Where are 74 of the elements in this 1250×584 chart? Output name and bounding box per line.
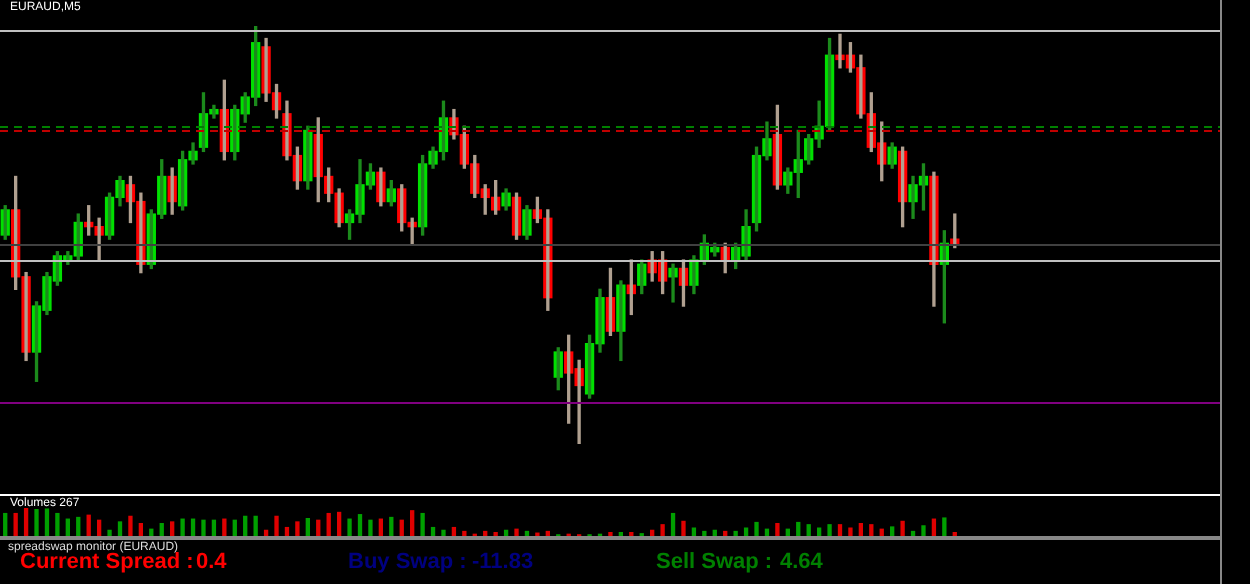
bar (13, 512, 18, 536)
bar (702, 530, 707, 536)
bar (670, 512, 676, 536)
bar (305, 517, 310, 536)
bar (65, 518, 70, 536)
bar (848, 527, 853, 536)
bar (274, 515, 279, 536)
bar (524, 530, 530, 536)
text: 0.4 (196, 550, 227, 574)
bar (190, 518, 196, 536)
text: Sell Swap : (656, 550, 773, 574)
bar (170, 521, 175, 536)
bar (545, 530, 550, 536)
text: Buy Swap : (348, 550, 467, 574)
bar (347, 518, 352, 536)
bar (34, 509, 39, 536)
bar (107, 529, 112, 536)
bar (326, 512, 331, 536)
bar (180, 518, 185, 536)
bar (931, 518, 937, 536)
bar (357, 514, 363, 536)
bar (23, 508, 29, 536)
bar (754, 521, 759, 536)
bar (253, 515, 258, 536)
bar (483, 530, 488, 536)
bar (451, 526, 457, 536)
text: 4.64 (780, 550, 823, 574)
bar (660, 524, 665, 536)
bar (3, 512, 8, 536)
bar (441, 529, 446, 536)
bar (284, 526, 290, 536)
bar (368, 519, 373, 536)
bar (222, 518, 227, 536)
bar (430, 526, 436, 536)
bar (96, 519, 102, 536)
bar (900, 520, 905, 536)
bar (316, 519, 321, 536)
bar (86, 514, 91, 536)
text: -11.83 (472, 550, 534, 574)
bar (942, 517, 947, 536)
bar (295, 521, 300, 536)
bar (514, 528, 519, 536)
bar (389, 516, 394, 536)
text: Current Spread : (20, 550, 194, 574)
bar (128, 515, 133, 536)
bar (796, 521, 801, 536)
bar (232, 519, 237, 536)
bar (858, 523, 864, 536)
bar (138, 523, 144, 536)
bar (76, 516, 81, 536)
bar (806, 524, 811, 536)
bar (827, 524, 832, 536)
bar (378, 518, 384, 536)
bar (723, 530, 728, 536)
bar (243, 515, 248, 536)
bar (910, 530, 916, 536)
bar (44, 508, 50, 536)
bar (159, 523, 164, 536)
bar (201, 519, 206, 536)
bar (869, 524, 874, 536)
bar (775, 523, 780, 536)
bar (399, 519, 404, 536)
bar (211, 519, 217, 536)
bar (55, 512, 60, 536)
bar (733, 530, 738, 536)
bar (837, 524, 843, 536)
bar (336, 511, 342, 536)
bar (890, 526, 895, 536)
bar (420, 512, 425, 536)
bar (410, 510, 415, 536)
bar (462, 530, 467, 536)
bar (921, 525, 926, 536)
bar (117, 521, 123, 536)
bar (681, 520, 686, 536)
